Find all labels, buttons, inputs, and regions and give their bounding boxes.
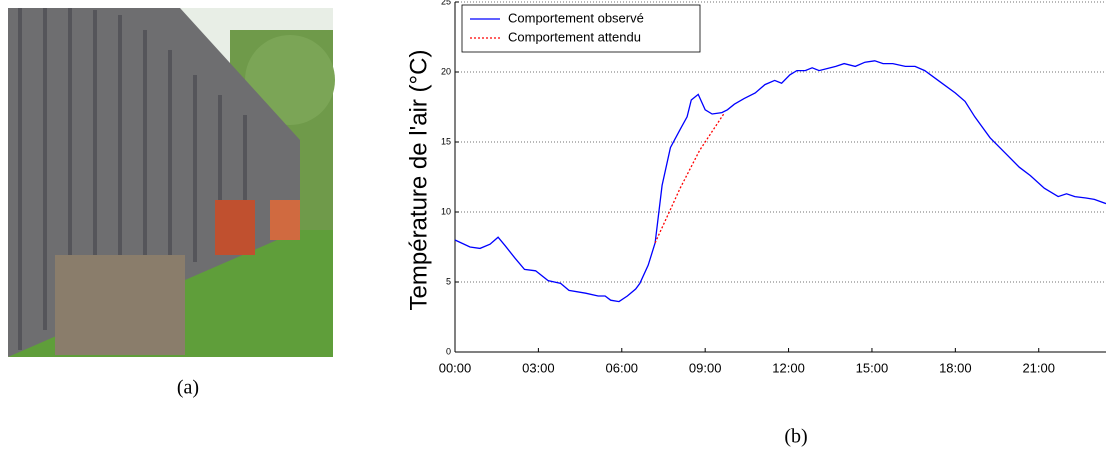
x-tick-label: 15:00	[856, 360, 889, 375]
y-tick-label: 25	[441, 0, 451, 6]
series-line	[654, 112, 726, 244]
x-tick-label: 06:00	[606, 360, 639, 375]
y-tick-label: 10	[441, 206, 451, 216]
y-tick-label: 0	[446, 346, 451, 356]
photo	[8, 8, 335, 357]
y-tick-label: 5	[446, 276, 451, 286]
x-tick-label: 21:00	[1022, 360, 1055, 375]
legend-label: Comportement attendu	[508, 29, 641, 44]
y-tick-label: 15	[441, 136, 451, 146]
legend-box	[461, 4, 701, 53]
x-tick-label: 12:00	[772, 360, 805, 375]
x-tick-label: 03:00	[522, 360, 555, 375]
x-tick-label: 18:00	[939, 360, 972, 375]
caption-b: (b)	[784, 426, 807, 448]
y-tick-label: 20	[441, 66, 451, 76]
x-tick-label: 09:00	[689, 360, 722, 375]
caption-a: (a)	[177, 377, 199, 399]
y-axis-label: Température de l'air (°C)	[405, 50, 432, 311]
legend-label: Comportement observé	[508, 10, 644, 25]
x-tick-label: 00:00	[439, 360, 472, 375]
series-line	[454, 60, 1106, 303]
